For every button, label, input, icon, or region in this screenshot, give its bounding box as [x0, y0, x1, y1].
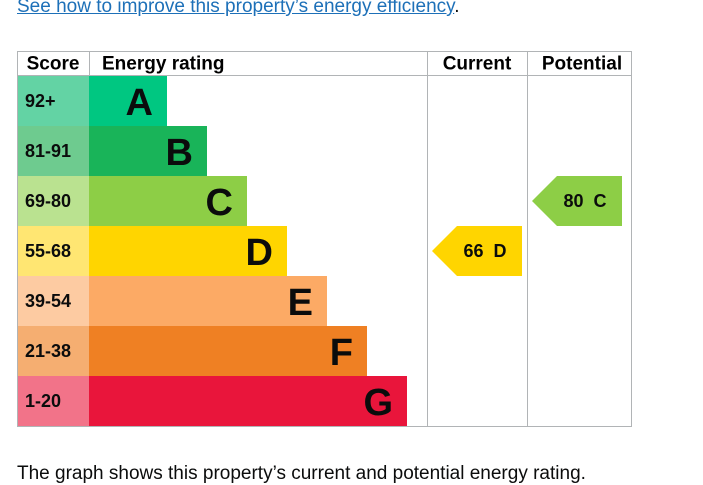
potential-value: 80	[563, 191, 583, 211]
band-letter: F	[330, 332, 353, 374]
rating-bar	[89, 326, 367, 376]
header-score: Score	[27, 54, 80, 75]
score-label: 92+	[25, 91, 56, 111]
rating-bar	[89, 276, 327, 326]
score-label: 21-38	[25, 341, 71, 361]
score-cell	[17, 126, 89, 176]
score-cell	[17, 376, 89, 426]
improve-link[interactable]: See how to improve this property’s energ…	[17, 0, 455, 17]
score-label: 1-20	[25, 391, 61, 411]
rating-bar	[89, 76, 167, 126]
score-cell	[17, 76, 89, 126]
link-period: .	[454, 0, 460, 17]
rating-bar	[89, 376, 407, 426]
current-label: 66 D	[463, 241, 506, 261]
score-label: 81-91	[25, 141, 71, 161]
band-letter: A	[126, 82, 153, 124]
footer-text: The graph shows this property’s current …	[17, 463, 586, 484]
band-letter: B	[166, 132, 193, 174]
score-label: 55-68	[25, 241, 71, 261]
score-cell	[17, 276, 89, 326]
score-label: 69-80	[25, 191, 71, 211]
current-arrow	[432, 226, 522, 276]
band-letter: E	[288, 282, 313, 324]
rating-bar	[89, 176, 247, 226]
rating-bar	[89, 126, 207, 176]
header-potential: Potential	[542, 54, 622, 75]
header-current: Current	[443, 54, 512, 75]
score-cell	[17, 176, 89, 226]
potential-label: 80 C	[563, 191, 606, 211]
header-rating: Energy rating	[102, 54, 224, 75]
score-label: 39-54	[25, 291, 71, 311]
current-letter: D	[494, 241, 507, 261]
rating-bar	[89, 226, 287, 276]
score-cell	[17, 326, 89, 376]
band-letter: G	[363, 382, 393, 424]
potential-letter: C	[594, 191, 607, 211]
current-value: 66	[463, 241, 483, 261]
band-letter: C	[206, 182, 233, 224]
score-cell	[17, 226, 89, 276]
link-line: See how to improve this property’s energ…	[17, 0, 460, 18]
band-letter: D	[246, 232, 273, 274]
potential-arrow	[532, 176, 622, 226]
